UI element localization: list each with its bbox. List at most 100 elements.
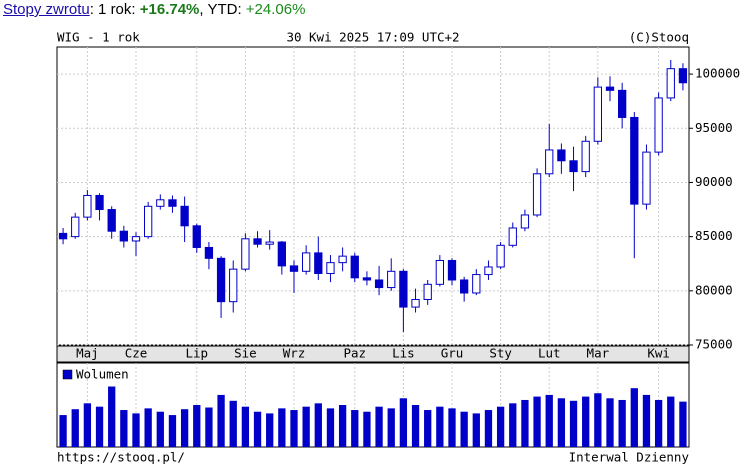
volume-bar <box>302 406 310 447</box>
candle-body <box>399 270 408 308</box>
candle-body <box>265 241 274 245</box>
legend-swatch <box>62 369 73 380</box>
candle-body <box>593 86 602 142</box>
volume-bar <box>180 409 189 447</box>
candle-body <box>144 205 153 238</box>
candle-body <box>362 277 372 281</box>
volume-bar <box>654 399 663 447</box>
volume-bar <box>108 386 116 447</box>
volume-bar <box>545 394 553 447</box>
volume-bar <box>618 399 626 447</box>
volume-bar <box>606 398 614 447</box>
volume-bar <box>582 396 590 447</box>
volume-bar <box>399 398 408 447</box>
candle-body <box>532 173 542 216</box>
volume-bar <box>132 413 140 447</box>
volume-bar <box>229 400 237 447</box>
volume-bar <box>509 403 517 447</box>
x-tick-label: Mar <box>587 346 610 361</box>
candle-body <box>216 257 226 303</box>
candle-body <box>472 274 481 294</box>
volume-bar <box>205 407 213 447</box>
volume-bar <box>472 413 480 447</box>
y-tick-label: 85000 <box>695 228 733 243</box>
candle-body <box>654 97 663 153</box>
candle-body <box>569 160 578 173</box>
candle-body <box>180 205 189 227</box>
volume-bar <box>326 408 335 447</box>
volume-bar <box>168 415 177 447</box>
volume-bar <box>594 393 602 447</box>
candle-body <box>253 238 262 245</box>
footer-url: https://stooq.pl/ <box>57 450 185 465</box>
candle-body <box>484 266 493 276</box>
volume-bar <box>95 406 104 447</box>
candle-body <box>192 225 201 248</box>
candle-body <box>618 89 627 118</box>
candle-body <box>435 259 444 285</box>
x-tick-label: Sty <box>489 346 512 361</box>
candle-body <box>71 216 80 238</box>
period-label: : 1 rok: <box>89 1 140 18</box>
x-tick-label: Kwi <box>647 346 670 361</box>
candle-body <box>581 140 590 173</box>
candle-body <box>289 265 299 272</box>
candle-body <box>387 270 396 289</box>
candle-body <box>411 298 420 308</box>
volume-bar <box>557 398 566 447</box>
returns-header: Stopy zwrotu: 1 rok: +16.74%, YTD: +24.0… <box>3 1 305 18</box>
volume-bar <box>217 394 225 447</box>
candle-body <box>326 262 335 274</box>
candle-body <box>374 279 384 289</box>
x-tick-label: Lut <box>538 346 561 361</box>
x-tick-label: Cze <box>125 346 148 361</box>
month-strip <box>56 345 690 363</box>
y-tick-label: 90000 <box>695 174 733 189</box>
candle-body <box>83 194 92 218</box>
volume-bar <box>642 394 651 447</box>
candle-body <box>58 232 68 240</box>
volume-bar <box>83 403 92 447</box>
volume-bar <box>667 396 675 447</box>
volume-bar <box>679 401 687 447</box>
candle-body <box>277 241 286 267</box>
candle-body <box>241 238 250 270</box>
candle-body <box>557 149 566 162</box>
candle-body <box>460 279 469 294</box>
candle-body <box>350 255 359 279</box>
volume-bar <box>278 408 286 447</box>
candle-body <box>605 86 615 91</box>
ytd-label: , YTD: <box>199 1 246 18</box>
volume-bar <box>241 406 250 447</box>
volume-bar <box>253 411 262 447</box>
returns-link[interactable]: Stopy zwrotu <box>3 1 90 18</box>
candle-body <box>678 68 688 84</box>
volume-bar <box>569 400 578 447</box>
candle-body <box>229 268 238 303</box>
volume-bar <box>533 396 541 447</box>
y-tick-label: 100000 <box>695 66 740 81</box>
candle-body <box>168 199 177 207</box>
legend-label: Wolumen <box>76 367 129 382</box>
x-tick-label: Wrz <box>283 346 306 361</box>
volume-bar <box>120 410 128 447</box>
volume-bar <box>314 403 322 447</box>
candle-body <box>630 116 639 205</box>
candle-body <box>666 68 675 99</box>
volume-bar <box>448 408 456 447</box>
candle-body <box>156 199 165 207</box>
candle-body <box>508 227 517 246</box>
volume-bar <box>460 411 468 447</box>
volume-bar <box>484 410 493 447</box>
plot-frame <box>56 46 690 346</box>
volume-bar <box>424 410 432 447</box>
candle-body <box>447 259 457 281</box>
period-return: +16.74% <box>139 1 200 18</box>
candle-body <box>204 246 214 259</box>
volume-bar <box>71 409 79 447</box>
x-tick-label: Lip <box>185 346 208 361</box>
x-tick-label: Paz <box>343 346 366 361</box>
volume-bar <box>156 411 164 447</box>
